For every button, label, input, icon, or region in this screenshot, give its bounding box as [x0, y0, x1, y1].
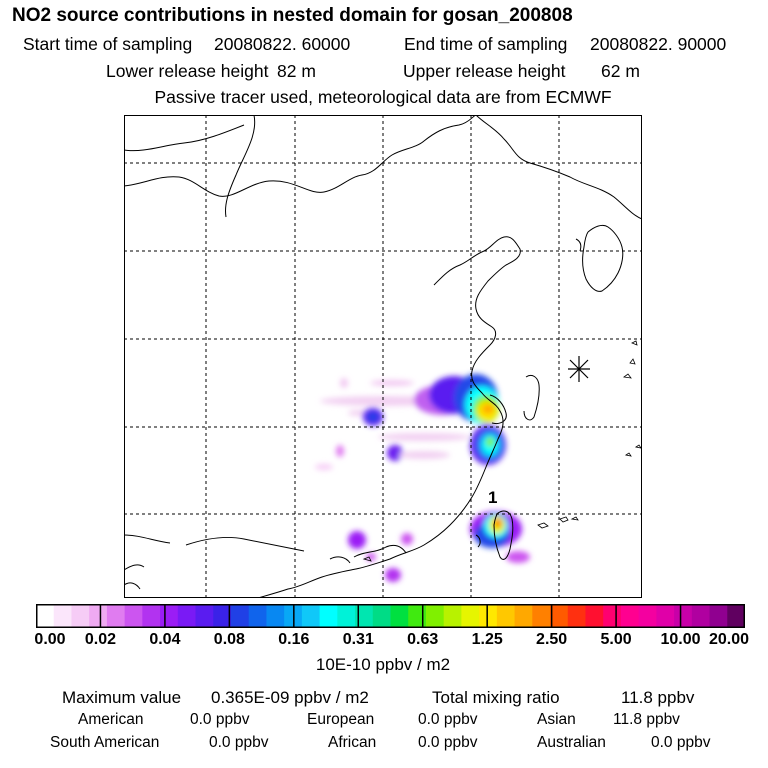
max-value: 0.365E-09 ppbv / m2	[211, 688, 369, 707]
color-swatch	[248, 604, 267, 628]
region-value-australian: 0.0 ppbv	[651, 734, 711, 751]
color-swatch	[372, 604, 392, 628]
color-swatch	[160, 604, 179, 628]
site-number-label: 1	[488, 488, 497, 507]
region-name-european: European	[307, 711, 375, 728]
color-scale-tick-label: 10.00	[660, 631, 701, 648]
islands	[362, 340, 642, 562]
color-swatch	[532, 604, 551, 628]
color-scale-tick-label: 20.00	[708, 631, 750, 648]
end-time-label: End time of sampling	[404, 34, 568, 54]
region-name-australian: Australian	[537, 734, 606, 751]
start-time-value: 20080822. 60000	[214, 34, 351, 54]
lat-lon-grid	[124, 115, 642, 598]
region-value-african: 0.0 ppbv	[418, 734, 478, 751]
color-swatch	[337, 604, 356, 628]
plume-guangdong	[348, 531, 413, 582]
total-mixing-value: 11.8 ppbv	[621, 688, 695, 707]
color-swatch	[142, 604, 161, 628]
color-swatch	[71, 604, 90, 628]
start-time-label: Start time of sampling	[23, 34, 193, 54]
color-swatch	[585, 604, 604, 628]
color-swatch	[443, 604, 462, 628]
color-swatch	[390, 604, 409, 628]
color-swatch	[213, 604, 232, 628]
color-swatch	[230, 604, 250, 628]
color-scale-tick-label: 2.50	[536, 631, 568, 648]
color-swatch	[620, 604, 640, 628]
color-scale-tick-label: 0.02	[84, 631, 117, 648]
end-time-value: 20080822. 90000	[590, 34, 727, 54]
color-swatch	[727, 604, 745, 628]
color-scale-tick-label: 5.00	[600, 631, 632, 648]
map-frame	[124, 115, 642, 598]
region-name-asian: Asian	[537, 711, 576, 728]
color-swatch	[425, 604, 445, 628]
color-swatch	[567, 604, 586, 628]
region-value-european: 0.0 ppbv	[418, 711, 478, 728]
lower-height-value: 82 m	[277, 61, 316, 81]
color-scale-tick-label: 0.00	[34, 631, 66, 648]
map-panel: 1	[124, 115, 642, 598]
color-scale-tick-label: 0.63	[407, 631, 439, 648]
color-swatch	[301, 604, 321, 628]
color-swatch	[691, 604, 711, 628]
color-swatch	[408, 604, 427, 628]
lower-height-label: Lower release height	[106, 61, 269, 81]
coastlines	[124, 115, 642, 598]
data-source-note: Passive tracer used, meteorological data…	[154, 87, 612, 107]
star-burst-icon	[568, 356, 590, 382]
color-scale-tick-label: 0.31	[342, 631, 374, 648]
region-value-asian: 11.8 ppbv	[613, 711, 680, 728]
color-swatch	[674, 604, 693, 628]
color-swatch	[514, 604, 533, 628]
color-swatch	[550, 604, 569, 628]
upper-height-value: 62 m	[601, 61, 640, 81]
region-name-south-american: South American	[50, 734, 160, 751]
region-name-american: American	[78, 711, 144, 728]
color-swatch	[177, 604, 197, 628]
total-mixing-label: Total mixing ratio	[432, 688, 560, 707]
color-swatch	[479, 604, 498, 628]
color-swatch	[319, 604, 338, 628]
color-scale-tick-label: 0.16	[278, 631, 310, 648]
color-swatch	[638, 604, 657, 628]
color-swatch	[656, 604, 675, 628]
map-title: NO2 source contributions in nested domai…	[12, 5, 573, 26]
color-scale-tick-label: 0.04	[149, 631, 181, 648]
color-scale-bar	[36, 604, 745, 628]
color-swatch	[461, 604, 480, 628]
max-value-label: Maximum value	[62, 688, 182, 707]
region-name-african: African	[328, 734, 377, 751]
region-value-south-american: 0.0 ppbv	[209, 734, 269, 751]
color-swatch	[124, 604, 143, 628]
plume-zhejiang	[378, 425, 506, 465]
color-swatch	[603, 604, 622, 628]
color-swatch	[53, 604, 72, 628]
color-swatch	[36, 604, 55, 628]
color-scale-tick-label: 1.25	[471, 631, 503, 648]
plume-inland-spots	[315, 408, 450, 470]
color-swatch	[266, 604, 285, 628]
color-scale-tick-label: 0.08	[213, 631, 245, 648]
plume-taiwan	[470, 511, 530, 563]
color-swatch	[106, 604, 126, 628]
color-swatch	[89, 604, 108, 628]
region-value-american: 0.0 ppbv	[190, 711, 250, 728]
color-swatch	[355, 604, 374, 628]
upper-height-label: Upper release height	[403, 61, 566, 81]
color-swatch	[709, 604, 728, 628]
color-swatch	[195, 604, 214, 628]
color-swatch	[496, 604, 516, 628]
color-scale-unit: 10E-10 ppbv / m2	[315, 655, 451, 674]
plume-shanghai	[320, 374, 499, 424]
